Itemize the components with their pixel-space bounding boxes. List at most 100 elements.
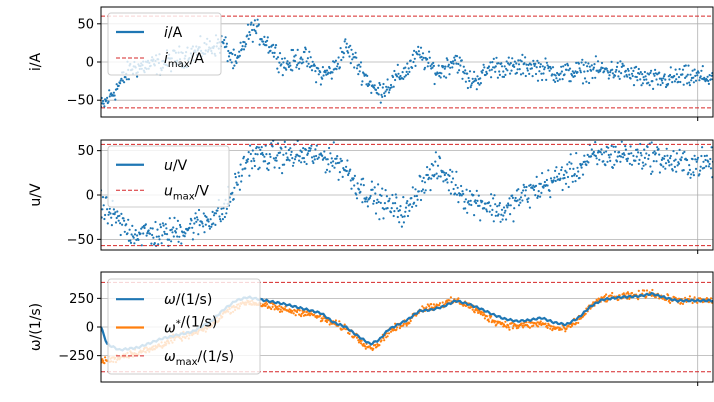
data-point [593,63,596,66]
data-point [365,83,368,86]
data-point [370,91,373,94]
data-point [359,190,362,193]
data-point [321,154,324,157]
data-point [401,71,404,74]
data-point [623,153,626,157]
data-point [396,215,399,219]
data-point [238,175,241,178]
data-point [660,79,664,82]
data-point [545,61,549,64]
data-point [622,156,625,159]
data-point [176,235,179,238]
data-point [536,59,539,62]
data-point [581,82,585,85]
data-point [415,204,418,207]
data-point [346,159,349,162]
data-point [190,219,193,222]
data-point [538,70,541,73]
data-point [572,167,575,170]
data-point [641,167,644,170]
data-point [119,79,122,82]
data-point [414,64,417,67]
data-point [240,180,243,183]
data-point [127,218,130,221]
data-point [472,194,475,197]
data-point [511,321,514,324]
data-point [622,292,625,295]
data-point [335,68,338,71]
data-point [649,71,652,74]
data-point [275,159,278,162]
data-point [590,69,593,72]
data-point [478,204,481,207]
data-point [601,66,604,70]
legend-label: ω/(1/s) [164,292,212,308]
data-point [315,144,318,147]
data-point [645,152,648,155]
data-point [261,153,265,156]
data-point [349,179,352,182]
data-point [624,69,628,72]
data-point [436,72,440,75]
data-point [624,148,628,151]
data-point [554,179,557,183]
data-point [693,68,696,71]
data-point [124,76,127,79]
data-point [430,303,433,306]
data-point [312,161,315,165]
data-point [311,60,314,63]
data-point [646,145,649,149]
data-point [101,99,105,103]
data-point [502,75,506,78]
data-point [607,153,610,157]
data-point [421,188,425,191]
data-point [618,70,621,73]
data-point [405,202,408,205]
data-point [125,223,128,226]
data-point [477,311,480,314]
data-point [227,49,230,53]
data-point [571,180,574,183]
data-point [567,69,570,72]
data-point [303,50,306,54]
data-point [324,171,327,174]
data-point [660,158,664,161]
data-point [643,156,647,159]
data-point [512,324,515,328]
data-point [274,156,278,159]
data-point [661,81,664,85]
data-point [270,307,273,311]
data-point [306,57,309,60]
data-point [476,199,479,202]
legend-label: i/A [164,25,183,41]
data-point [639,142,642,146]
data-point [429,64,432,68]
data-point [613,163,616,166]
data-point [511,57,514,60]
data-point [699,169,702,172]
data-point [494,214,497,217]
data-point [105,99,108,102]
data-point [282,153,285,156]
data-point [298,159,301,162]
data-point [381,187,384,190]
data-point [175,227,178,230]
data-point [401,215,404,218]
data-point [456,186,459,189]
data-point [325,320,329,324]
data-point [464,207,467,210]
data-point [652,72,655,75]
data-point [473,70,476,73]
data-point [571,324,574,327]
data-point [173,216,176,219]
data-point [460,194,463,197]
data-point [560,328,564,331]
data-point [478,83,481,86]
data-point [674,68,677,71]
data-point [377,93,380,96]
data-point [437,175,440,178]
data-point [232,48,235,51]
data-point [404,74,408,77]
data-point [267,51,270,54]
data-point [635,65,638,68]
